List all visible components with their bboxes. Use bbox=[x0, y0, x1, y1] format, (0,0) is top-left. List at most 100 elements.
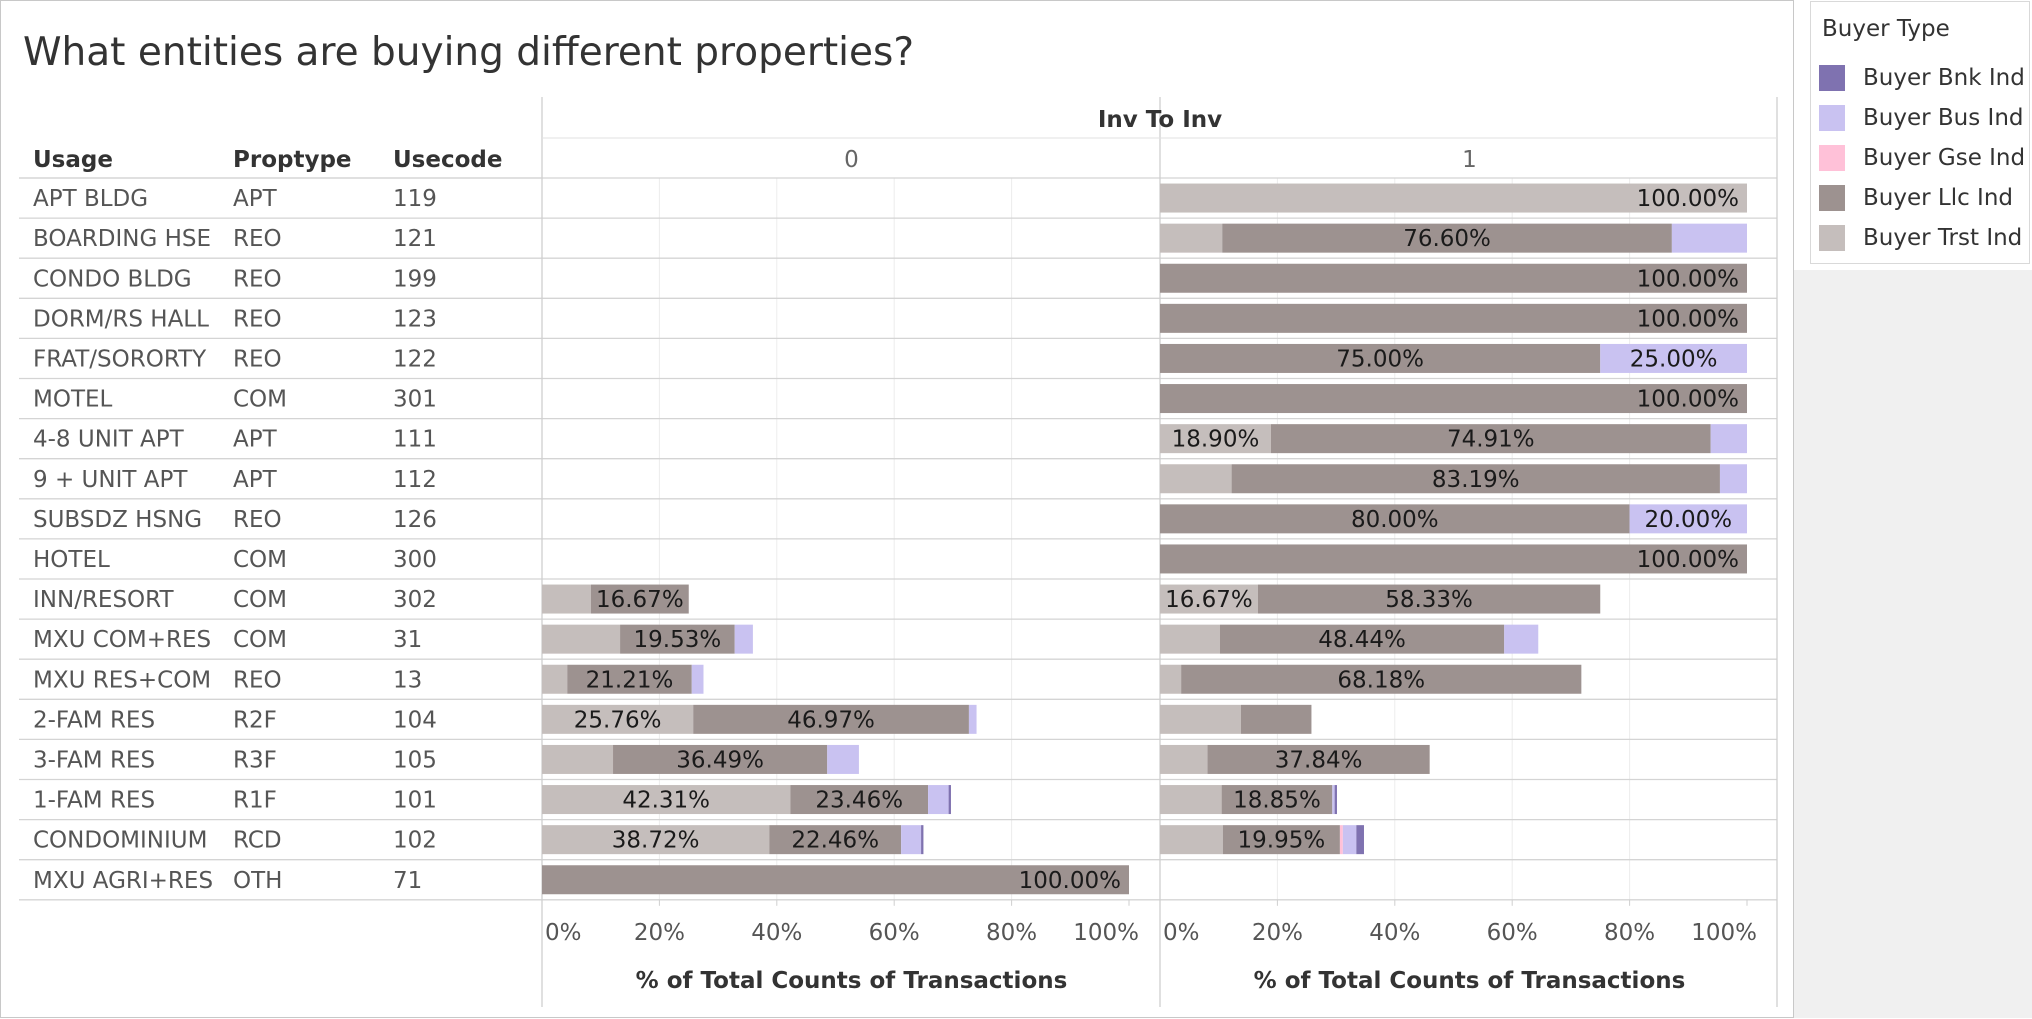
bar-segment-buyer-llc-ind[interactable] bbox=[567, 664, 692, 694]
bar-segment-buyer-llc-ind[interactable] bbox=[1181, 664, 1582, 694]
bar-segment-buyer-trst-ind[interactable] bbox=[1160, 785, 1222, 815]
axis-tick-label: 0% bbox=[545, 920, 582, 946]
bar-segment-buyer-llc-ind[interactable] bbox=[790, 785, 929, 815]
bar-segment-buyer-gse-ind[interactable] bbox=[1339, 825, 1343, 855]
axis-tick-label: 100% bbox=[1691, 920, 1757, 946]
legend-label: Buyer Llc Ind bbox=[1863, 185, 2014, 211]
bar-segment-buyer-llc-ind[interactable] bbox=[1160, 263, 1747, 293]
legend-item-buyer-bus-ind[interactable]: Buyer Bus Ind bbox=[1819, 102, 2024, 134]
bar-segment-buyer-llc-ind[interactable] bbox=[693, 704, 969, 734]
row-label-usecode: 300 bbox=[393, 547, 437, 573]
axis-tick-label: 60% bbox=[1487, 920, 1538, 946]
x-axis-title: % of Total Counts of Transactions bbox=[1254, 968, 1686, 994]
row-label-usecode: 102 bbox=[393, 828, 437, 854]
bar-segment-buyer-trst-ind[interactable] bbox=[542, 664, 568, 694]
bar-segment-buyer-bnk-ind[interactable] bbox=[948, 785, 951, 815]
legend-swatch bbox=[1819, 225, 1845, 251]
bar-segment-buyer-llc-ind[interactable] bbox=[590, 584, 689, 614]
row-label-usage: 2-FAM RES bbox=[33, 707, 155, 733]
bar-segment-buyer-llc-ind[interactable] bbox=[1270, 424, 1711, 454]
bar-data-label: 18.90% bbox=[1172, 427, 1260, 453]
bar-segment-buyer-bus-ind[interactable] bbox=[1332, 785, 1335, 815]
bar-segment-buyer-bus-ind[interactable] bbox=[928, 785, 949, 815]
bar-segment-buyer-trst-ind[interactable] bbox=[1160, 424, 1271, 454]
row-label-proptype: OTH bbox=[233, 868, 282, 894]
bar-segment-buyer-bus-ind[interactable] bbox=[1719, 464, 1747, 494]
bar-segment-buyer-llc-ind[interactable] bbox=[1219, 624, 1505, 654]
legend-item-buyer-gse-ind[interactable]: Buyer Gse Ind bbox=[1819, 142, 2025, 174]
bar-segment-buyer-llc-ind[interactable] bbox=[1160, 343, 1601, 373]
row-label-usecode: 121 bbox=[393, 226, 437, 252]
row-label-proptype: COM bbox=[233, 627, 287, 653]
bar-segment-buyer-bus-ind[interactable] bbox=[968, 704, 977, 734]
bar-segment-buyer-bus-ind[interactable] bbox=[901, 825, 922, 855]
bar-segment-buyer-trst-ind[interactable] bbox=[1160, 664, 1182, 694]
row-label-proptype: REO bbox=[233, 667, 282, 693]
bar-segment-buyer-llc-ind[interactable] bbox=[1160, 384, 1747, 414]
bar-segment-buyer-trst-ind[interactable] bbox=[542, 825, 770, 855]
bar-data-label: 74.91% bbox=[1447, 427, 1535, 453]
row-header-usecode: Usecode bbox=[393, 147, 502, 173]
bar-segment-buyer-bus-ind[interactable] bbox=[1600, 343, 1747, 373]
bar-segment-buyer-bus-ind[interactable] bbox=[1342, 825, 1357, 855]
bar-segment-buyer-trst-ind[interactable] bbox=[1160, 183, 1747, 213]
row-label-usage: DORM/RS HALL bbox=[33, 306, 209, 332]
bar-segment-buyer-llc-ind[interactable] bbox=[1231, 464, 1720, 494]
row-label-usage: 1-FAM RES bbox=[33, 788, 155, 814]
bar-segment-buyer-llc-ind[interactable] bbox=[1207, 744, 1430, 774]
bar-segment-buyer-bus-ind[interactable] bbox=[1671, 223, 1747, 253]
bar-segment-buyer-bus-ind[interactable] bbox=[691, 664, 704, 694]
row-label-usage: MXU AGRI+RES bbox=[33, 868, 213, 894]
bar-segment-buyer-trst-ind[interactable] bbox=[542, 624, 621, 654]
bar-segment-buyer-trst-ind[interactable] bbox=[1160, 584, 1258, 614]
bar-segment-buyer-trst-ind[interactable] bbox=[542, 785, 791, 815]
bar-segment-buyer-trst-ind[interactable] bbox=[542, 584, 591, 614]
bar-segment-buyer-bus-ind[interactable] bbox=[827, 744, 859, 774]
row-label-usecode: 126 bbox=[393, 507, 437, 533]
bar-segment-buyer-trst-ind[interactable] bbox=[1160, 624, 1220, 654]
bar-segment-buyer-trst-ind[interactable] bbox=[1160, 464, 1232, 494]
bar-data-label: 16.67% bbox=[596, 587, 684, 613]
bar-segment-buyer-llc-ind[interactable] bbox=[1222, 825, 1340, 855]
bar-segment-buyer-llc-ind[interactable] bbox=[1160, 544, 1747, 574]
row-label-usage: APT BLDG bbox=[33, 186, 148, 212]
bar-data-label: 22.46% bbox=[791, 828, 879, 854]
legend-label: Buyer Bnk Ind bbox=[1863, 65, 2025, 91]
bar-data-label: 68.18% bbox=[1337, 667, 1425, 693]
bar-segment-buyer-llc-ind[interactable] bbox=[620, 624, 735, 654]
bar-segment-buyer-llc-ind[interactable] bbox=[769, 825, 902, 855]
bar-data-label: 80.00% bbox=[1351, 507, 1439, 533]
bar-segment-buyer-trst-ind[interactable] bbox=[542, 744, 614, 774]
legend-swatch bbox=[1819, 185, 1845, 211]
bar-segment-buyer-llc-ind[interactable] bbox=[542, 865, 1129, 895]
bar-segment-buyer-trst-ind[interactable] bbox=[1160, 704, 1242, 734]
bar-segment-buyer-llc-ind[interactable] bbox=[1257, 584, 1601, 614]
legend-label: Buyer Trst Ind bbox=[1863, 225, 2023, 251]
bar-segment-buyer-bus-ind[interactable] bbox=[1504, 624, 1539, 654]
bar-segment-buyer-bnk-ind[interactable] bbox=[1356, 825, 1364, 855]
bar-segment-buyer-bnk-ind[interactable] bbox=[1334, 785, 1337, 815]
row-label-proptype: R1F bbox=[233, 788, 277, 814]
bar-segment-buyer-llc-ind[interactable] bbox=[1160, 504, 1630, 534]
bar-segment-buyer-llc-ind[interactable] bbox=[1221, 785, 1333, 815]
bar-segment-buyer-llc-ind[interactable] bbox=[613, 744, 828, 774]
legend-item-buyer-bnk-ind[interactable]: Buyer Bnk Ind bbox=[1819, 62, 2025, 94]
bar-segment-buyer-llc-ind[interactable] bbox=[1222, 223, 1672, 253]
bar-segment-buyer-bus-ind[interactable] bbox=[734, 624, 753, 654]
bar-segment-buyer-llc-ind[interactable] bbox=[1160, 303, 1747, 333]
bar-segment-buyer-bus-ind[interactable] bbox=[1710, 424, 1747, 454]
bar-segment-buyer-trst-ind[interactable] bbox=[1160, 825, 1223, 855]
row-label-usecode: 101 bbox=[393, 788, 437, 814]
bar-segment-buyer-trst-ind[interactable] bbox=[1160, 223, 1223, 253]
legend-item-buyer-trst-ind[interactable]: Buyer Trst Ind bbox=[1819, 222, 2024, 254]
row-label-usecode: 199 bbox=[393, 266, 437, 292]
bar-segment-buyer-bnk-ind[interactable] bbox=[921, 825, 924, 855]
row-label-usage: CONDOMINIUM bbox=[33, 828, 207, 854]
bar-segment-buyer-bus-ind[interactable] bbox=[1629, 504, 1747, 534]
bar-segment-buyer-trst-ind[interactable] bbox=[1160, 744, 1208, 774]
legend-swatch bbox=[1819, 105, 1845, 131]
bar-segment-buyer-trst-ind[interactable] bbox=[542, 704, 694, 734]
legend-swatch bbox=[1819, 65, 1845, 91]
bar-segment-buyer-llc-ind[interactable] bbox=[1241, 704, 1312, 734]
legend-item-buyer-llc-ind[interactable]: Buyer Llc Ind bbox=[1819, 182, 2024, 214]
